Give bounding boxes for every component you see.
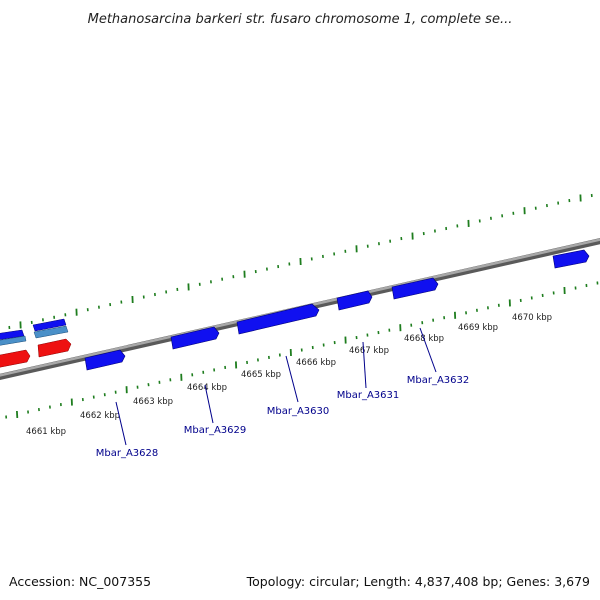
gene-arrow-small-2[interactable]: [0, 335, 27, 346]
gene-leader-lines: [115, 327, 437, 446]
ruler-tick-label: 4666 kbp: [296, 358, 336, 368]
accession-text: Accession: NC_007355: [9, 574, 151, 589]
gene-label[interactable]: Mbar_A3630: [267, 406, 330, 417]
gene-label[interactable]: Mbar_A3628: [96, 448, 159, 459]
gene-arrow-small-4[interactable]: [33, 325, 69, 339]
gene-arrow-A3630[interactable]: [236, 303, 320, 335]
gene-arrow-small-3[interactable]: [32, 318, 67, 332]
outer-tick-track: [8, 193, 593, 330]
gene-label[interactable]: Mbar_A3632: [407, 375, 470, 386]
gene-block-left: [0, 318, 72, 368]
gene-arrow-right[interactable]: [552, 249, 590, 269]
ruler-tick-label: 4661 kbp: [26, 427, 66, 437]
ruler-tick-label: 4664 kbp: [187, 383, 227, 393]
map-title: Methanosarcina barkeri str. fusaro chrom…: [88, 12, 513, 27]
ruler-tick-label: 4663 kbp: [133, 397, 173, 407]
ruler-tick-label: 4667 kbp: [349, 346, 389, 356]
summary-text: Topology: circular; Length: 4,837,408 bp…: [246, 574, 590, 589]
gene-arrow-A3632[interactable]: [391, 277, 439, 300]
ruler-tick-label: 4670 kbp: [512, 313, 552, 323]
ruler-tick-label: 4665 kbp: [241, 370, 281, 380]
ruler-tick-label: 4662 kbp: [80, 411, 120, 421]
gene-label[interactable]: Mbar_A3631: [337, 390, 400, 401]
gene-label[interactable]: Mbar_A3629: [184, 425, 247, 436]
ruler-tick-label: 4669 kbp: [458, 323, 498, 333]
gene-arrow-A3629[interactable]: [170, 326, 220, 350]
gene-arrow-reverse-2[interactable]: [37, 338, 72, 358]
gene-labels: Mbar_A3628 Mbar_A3629 Mbar_A3630 Mbar_A3…: [96, 375, 470, 459]
gene-arrow-A3631[interactable]: [336, 290, 373, 311]
gene-arrow-reverse-1[interactable]: [0, 349, 31, 368]
gene-arrow-A3628[interactable]: [84, 349, 126, 371]
gene-arrows: [84, 249, 590, 371]
